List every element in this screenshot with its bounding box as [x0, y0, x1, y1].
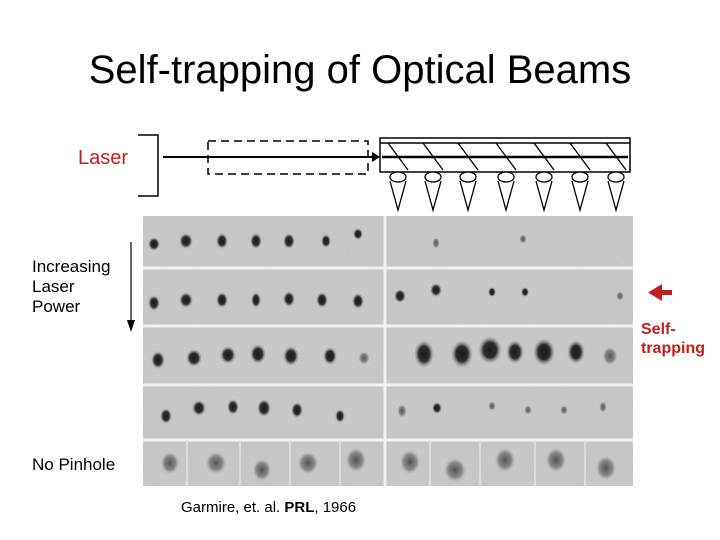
arrow-head — [372, 152, 380, 162]
slide-title: Self-trapping of Optical Beams — [88, 48, 632, 92]
self-trapping-line-1: Self- — [641, 321, 676, 338]
laser-housing — [138, 134, 159, 197]
citation: Garmire, et. al. PRL, 1966 — [181, 499, 356, 516]
apparatus-diagram — [138, 134, 631, 197]
spot-row-4 — [160, 399, 607, 424]
spot-row-1 — [148, 228, 527, 251]
self-trapping-line-2: trapping — [641, 340, 705, 357]
spot-row-3 — [151, 336, 618, 369]
self-trapping-arrow-icon — [648, 284, 672, 301]
citation-journal: PRL — [284, 499, 315, 516]
power-label-line-1: Increasing — [32, 257, 111, 276]
spot-row-2 — [148, 283, 624, 311]
power-label-line-2: Laser — [32, 277, 75, 296]
no-pinhole-label: No Pinhole — [32, 455, 116, 474]
citation-authors: Garmire, et. al. — [181, 499, 281, 516]
laser-label: Laser — [78, 147, 129, 169]
spot-row-5 — [160, 447, 617, 483]
self-trapping-label: Self- trapping — [641, 320, 705, 358]
increasing-power-label: Increasing Laser Power — [32, 257, 110, 317]
power-arrow — [127, 242, 135, 332]
pickoff-cones — [387, 142, 627, 213]
photo-panel — [143, 216, 633, 486]
dashed-box — [207, 140, 369, 175]
citation-year: , 1966 — [314, 499, 357, 516]
power-label-line-3: Power — [32, 297, 81, 316]
